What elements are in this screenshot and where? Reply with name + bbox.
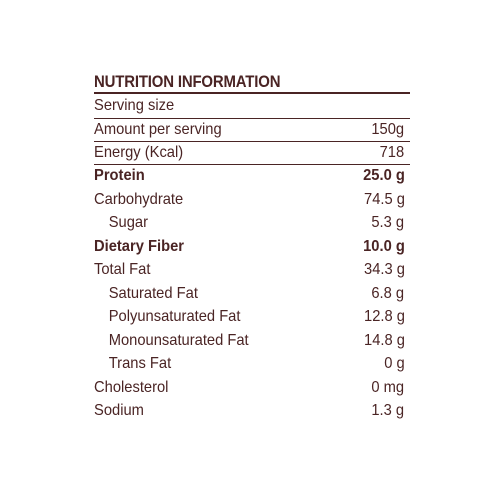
sugar-value: 5.3 g bbox=[371, 214, 405, 232]
amount-per-serving-label: Amount per serving bbox=[94, 120, 222, 138]
trans-fat-label: Trans Fat bbox=[108, 355, 172, 373]
energy-rule bbox=[94, 163, 410, 165]
carbohydrate-row: Carbohydrate 74.5 g bbox=[94, 188, 410, 212]
carbohydrate-value: 74.5 g bbox=[363, 190, 405, 208]
amount-per-serving-value: 150g bbox=[371, 120, 405, 138]
saturated-fat-label: Saturated Fat bbox=[108, 284, 198, 302]
sodium-row: Sodium 1.3 g bbox=[94, 400, 410, 424]
cholesterol-value: 0 mg bbox=[371, 378, 405, 396]
cholesterol-row: Cholesterol 0 mg bbox=[94, 376, 410, 400]
energy-label: Energy (Kcal) bbox=[94, 143, 184, 161]
dietary-fiber-label: Dietary Fiber bbox=[94, 237, 184, 255]
monounsaturated-fat-value: 14.8 g bbox=[363, 331, 405, 349]
serving-size-row: Serving size bbox=[94, 94, 410, 118]
energy-value: 718 bbox=[379, 143, 405, 161]
sodium-label: Sodium bbox=[94, 402, 144, 420]
dietary-fiber-value: 10.0 g bbox=[362, 237, 405, 255]
trans-fat-value: 0 g bbox=[384, 355, 405, 373]
serving-size-label: Serving size bbox=[94, 96, 175, 114]
protein-value: 25.0 g bbox=[362, 167, 405, 185]
serving-size-rule bbox=[94, 117, 410, 119]
monounsaturated-fat-row: Monounsaturated Fat 14.8 g bbox=[94, 329, 410, 353]
nutrition-title: NUTRITION INFORMATION bbox=[94, 72, 281, 91]
protein-row: Protein 25.0 g bbox=[94, 165, 410, 189]
title-rule bbox=[94, 92, 410, 94]
total-fat-row: Total Fat 34.3 g bbox=[94, 259, 410, 283]
dietary-fiber-row: Dietary Fiber 10.0 g bbox=[94, 235, 410, 259]
cholesterol-label: Cholesterol bbox=[94, 378, 169, 396]
protein-label: Protein bbox=[94, 167, 145, 185]
total-fat-value: 34.3 g bbox=[363, 261, 405, 279]
monounsaturated-fat-label: Monounsaturated Fat bbox=[108, 331, 249, 349]
polyunsaturated-fat-value: 12.8 g bbox=[363, 308, 405, 326]
carbohydrate-label: Carbohydrate bbox=[94, 190, 184, 208]
sugar-label: Sugar bbox=[108, 214, 149, 232]
saturated-fat-row: Saturated Fat 6.8 g bbox=[94, 282, 410, 306]
polyunsaturated-fat-label: Polyunsaturated Fat bbox=[108, 308, 241, 326]
nutrition-facts-panel: NUTRITION INFORMATION Serving size Amoun… bbox=[94, 72, 410, 423]
saturated-fat-value: 6.8 g bbox=[371, 284, 405, 302]
polyunsaturated-fat-row: Polyunsaturated Fat 12.8 g bbox=[94, 306, 410, 330]
amount-per-serving-row: Amount per serving 150g bbox=[94, 119, 410, 141]
total-fat-label: Total Fat bbox=[94, 261, 151, 279]
sodium-value: 1.3 g bbox=[371, 402, 405, 420]
energy-row: Energy (Kcal) 718 bbox=[94, 142, 410, 164]
amount-rule bbox=[94, 140, 410, 142]
sugar-row: Sugar 5.3 g bbox=[94, 212, 410, 236]
trans-fat-row: Trans Fat 0 g bbox=[94, 353, 410, 377]
